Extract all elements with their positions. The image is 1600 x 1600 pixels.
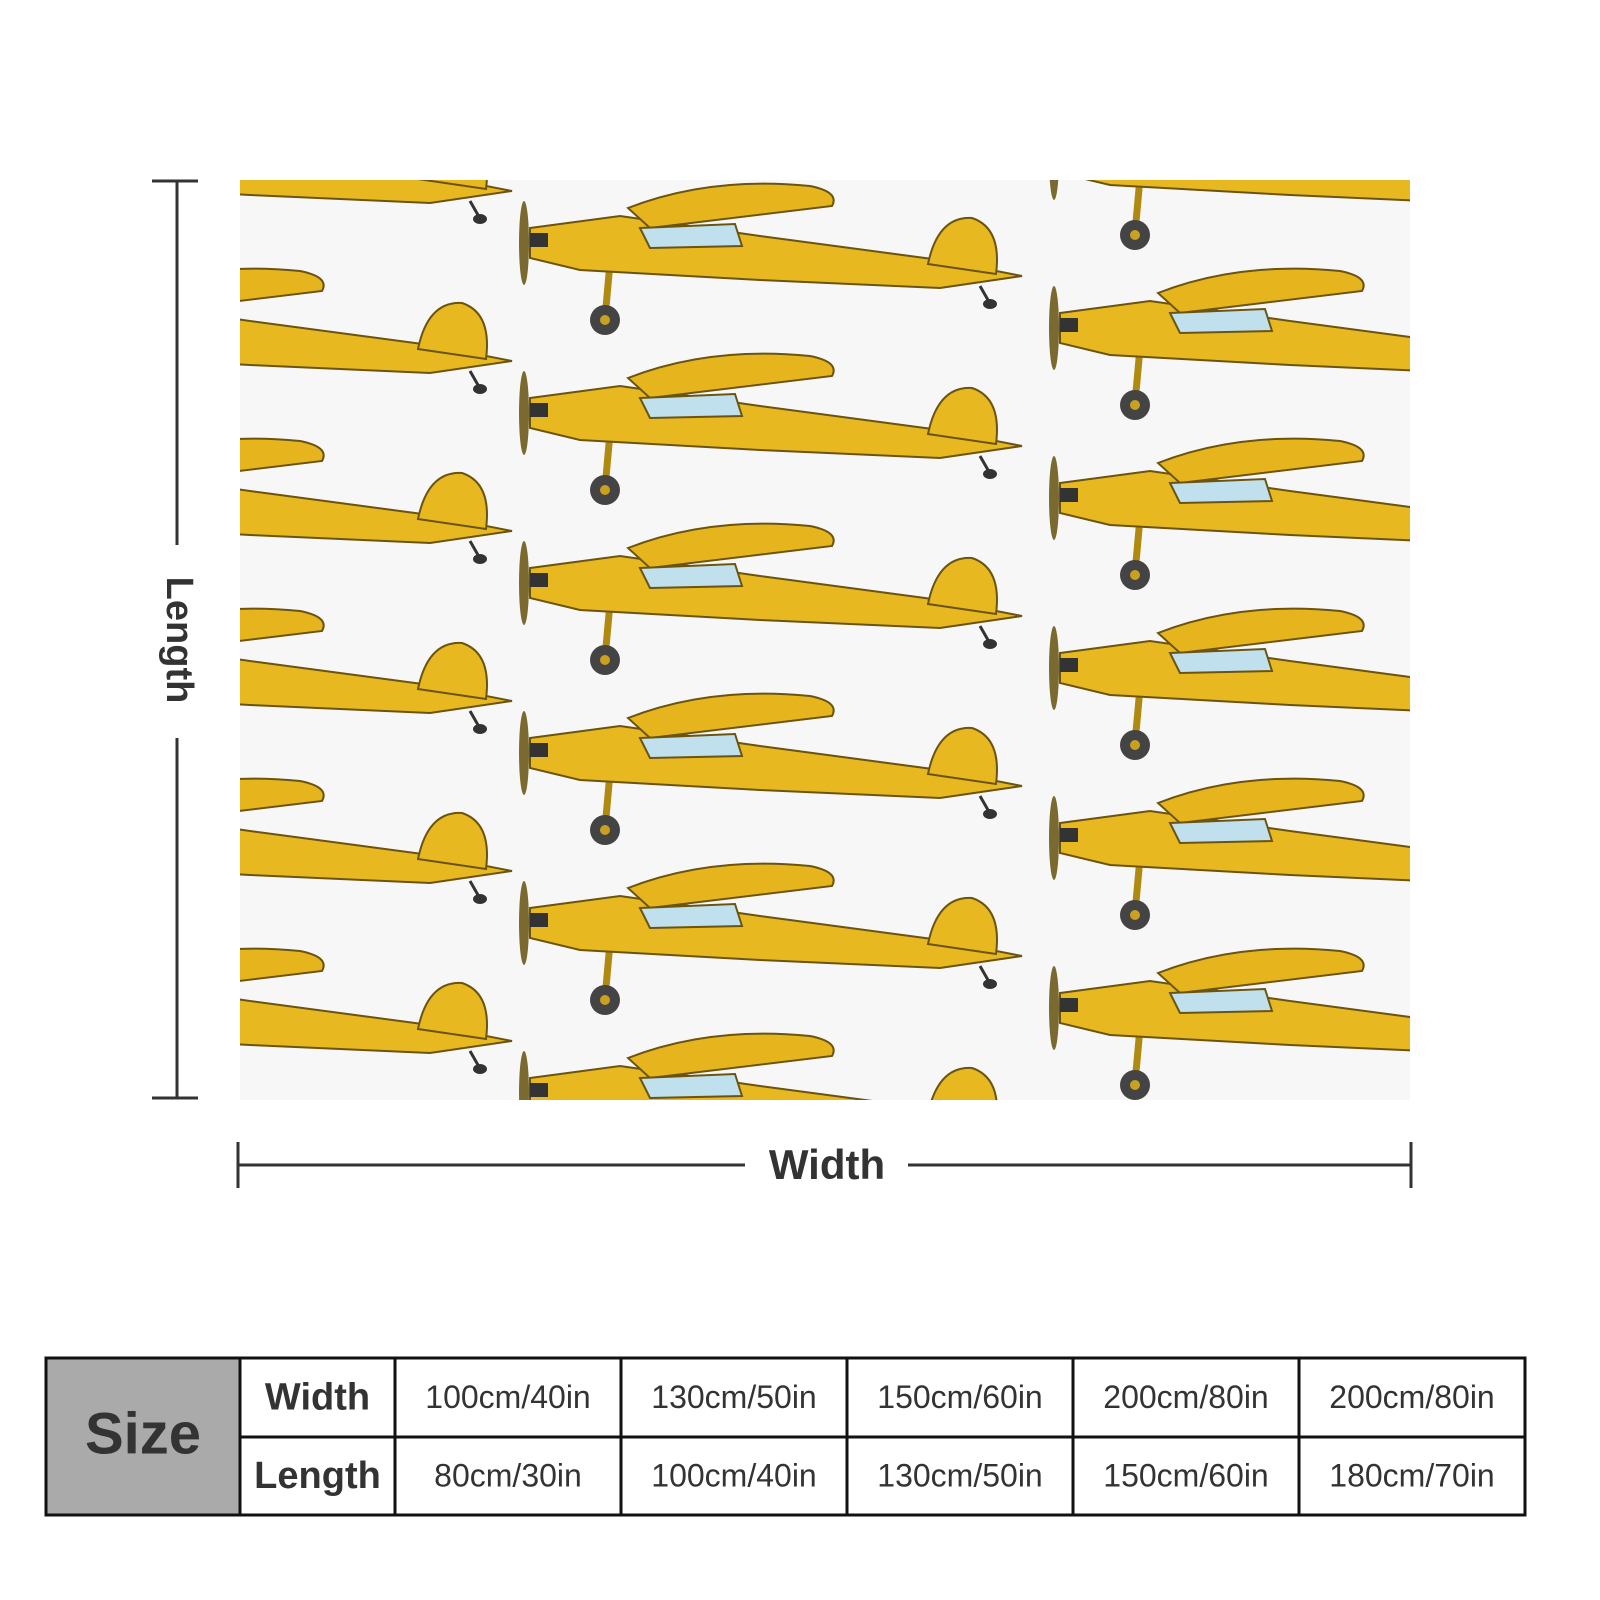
length-indicator <box>152 179 198 1100</box>
size-value: 130cm/50in <box>651 1379 816 1415</box>
width-label: Width <box>769 1141 885 1188</box>
size-value: 200cm/80in <box>1329 1379 1494 1415</box>
size-value: 150cm/60in <box>1103 1457 1268 1493</box>
length-label: Length <box>158 577 200 704</box>
size-table: Size Width 100cm/40in 130cm/50in 150cm/60in… <box>44 1356 1527 1517</box>
size-value: 100cm/40in <box>651 1457 816 1493</box>
width-indicator <box>236 1142 1413 1188</box>
size-value: 130cm/50in <box>877 1457 1042 1493</box>
size-value: 180cm/70in <box>1329 1457 1494 1493</box>
size-value: 150cm/60in <box>877 1379 1042 1415</box>
blanket-pattern <box>240 180 1410 1100</box>
size-value: 100cm/40in <box>425 1379 590 1415</box>
size-header-cell <box>46 1358 240 1515</box>
row-label: Width <box>265 1377 370 1419</box>
row-label: Length <box>254 1455 381 1497</box>
size-header: Size <box>85 1401 201 1466</box>
size-value: 200cm/80in <box>1103 1379 1268 1415</box>
size-value: 80cm/30in <box>434 1457 582 1493</box>
